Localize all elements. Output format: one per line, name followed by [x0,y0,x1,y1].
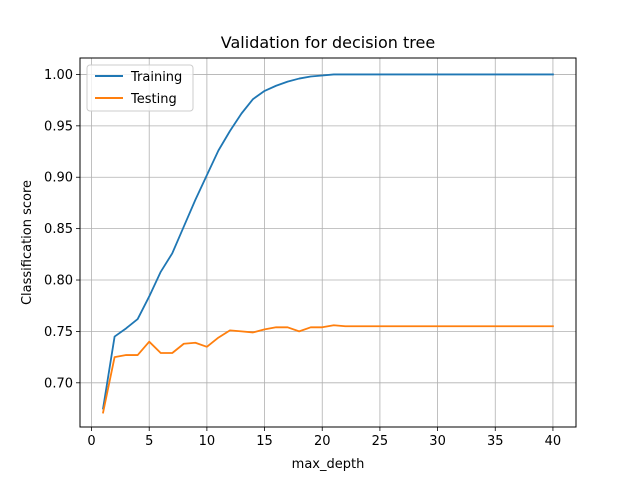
series-line-testing [102,324,554,414]
legend-label-testing: Testing [130,92,177,107]
y-axis-label: Classification score [20,180,35,305]
series-line-training [102,73,554,410]
x-tick-label: 15 [256,434,273,449]
axis-ticks: 0 5 10 15 20 25 30 35 40 0.70 0.75 0.80 0.85 0.90 0.95… [44,68,561,449]
series-lines [102,73,554,414]
y-tick-label: 1.00 [44,68,73,83]
y-tick-label: 0.75 [44,325,73,340]
y-tick-label: 0.80 [44,274,73,289]
x-tick-label: 10 [199,434,216,449]
x-tick-label: 35 [487,434,504,449]
x-tick-label: 25 [372,434,389,449]
legend-label-training: Training [130,70,182,85]
x-tick-label: 30 [429,434,446,449]
x-tick-label: 5 [145,434,153,449]
x-tick-label: 20 [314,434,331,449]
y-tick-label: 0.95 [44,119,73,134]
legend: Training Testing [86,64,194,112]
y-tick-label: 0.85 [44,222,73,237]
x-axis-label: max_depth [292,457,365,472]
plot-area-frame [79,57,577,428]
y-tick-label: 0.90 [44,171,73,186]
x-tick-label: 40 [545,434,562,449]
grid-lines [80,58,576,427]
y-tick-label: 0.70 [44,376,73,391]
x-tick-label: 0 [87,434,95,449]
chart-title: Validation for decision tree [221,33,435,52]
